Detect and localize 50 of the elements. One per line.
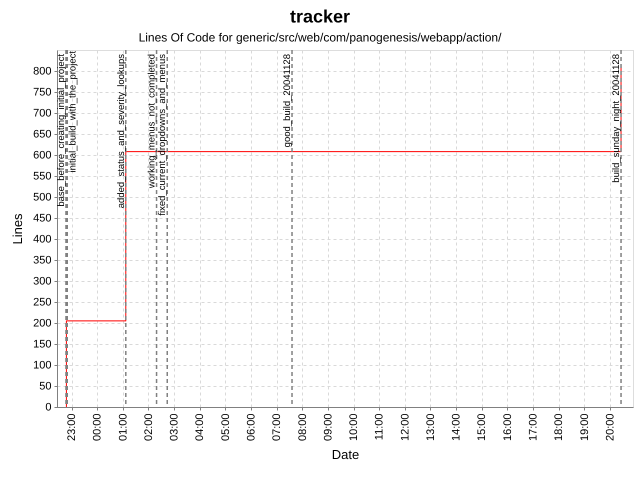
- y-tick-label: 250: [33, 296, 52, 308]
- x-tick-label: 10:00: [348, 414, 360, 442]
- y-axis-title: Lines: [10, 212, 26, 245]
- x-tick-label: 09:00: [322, 414, 334, 442]
- x-tick-label: 01:00: [117, 414, 130, 442]
- ref-line-label: working_menus_not_completed: [146, 54, 158, 190]
- y-tick-label: 50: [39, 380, 52, 392]
- x-tick-label: 02:00: [142, 414, 155, 442]
- x-tick-label: 05:00: [220, 414, 232, 442]
- y-tick-label: 700: [33, 108, 52, 120]
- y-tick-label: 300: [33, 276, 52, 288]
- chart-title: tracker: [290, 6, 350, 26]
- x-tick-label: 19:00: [578, 414, 591, 442]
- x-tick-label: 12:00: [399, 414, 412, 442]
- x-axis-title: Date: [332, 447, 360, 462]
- x-tick-label: 13:00: [424, 414, 437, 442]
- ref-line-label: fixed_current_dropdowns_and_menus: [157, 54, 168, 216]
- y-tick-label: 200: [33, 318, 52, 330]
- ref-line-label: added_status_and_severity_lookups: [116, 54, 127, 208]
- y-tick-label: 550: [33, 170, 52, 182]
- y-tick-label: 150: [33, 338, 52, 350]
- x-tick-label: 16:00: [502, 414, 514, 442]
- y-tick-label: 100: [33, 360, 52, 372]
- x-tick-label: 15:00: [476, 414, 488, 442]
- ref-line-label: build_sunday_night_20041128: [611, 54, 622, 183]
- x-tick-label: 18:00: [553, 414, 566, 442]
- chart-subtitle: Lines Of Code for generic/src/web/com/panogenesis/webapp/action/: [138, 30, 502, 44]
- y-tick-label: 800: [33, 66, 52, 78]
- x-tick-label: 23:00: [66, 414, 78, 442]
- x-tick-label: 17:00: [528, 414, 540, 442]
- y-tick-label: 450: [33, 212, 52, 224]
- y-tick-label: 500: [33, 192, 52, 204]
- x-tick-label: 11:00: [374, 414, 386, 440]
- y-tick-label: 750: [33, 86, 52, 98]
- x-tick-label: 03:00: [168, 414, 181, 442]
- ref-line-label: base_before_creating_initial_project: [56, 54, 67, 207]
- x-tick-label: 20:00: [604, 414, 616, 442]
- x-tick-label: 06:00: [245, 414, 258, 442]
- x-tick-label: 07:00: [271, 414, 284, 442]
- x-tick-label: 04:00: [194, 414, 206, 442]
- ref-line-label: initial_build_with_the_project: [67, 50, 78, 172]
- x-tick-label: 00:00: [92, 414, 104, 442]
- x-tick-label: 08:00: [296, 414, 309, 442]
- ref-line-label: good_build_20041128: [282, 54, 294, 148]
- y-tick-label: 600: [33, 150, 52, 162]
- x-tick-label: 14:00: [450, 414, 463, 442]
- y-tick-label: 400: [33, 234, 52, 246]
- y-tick-label: 0: [45, 402, 52, 414]
- y-tick-label: 350: [33, 254, 52, 266]
- y-tick-label: 650: [33, 128, 52, 140]
